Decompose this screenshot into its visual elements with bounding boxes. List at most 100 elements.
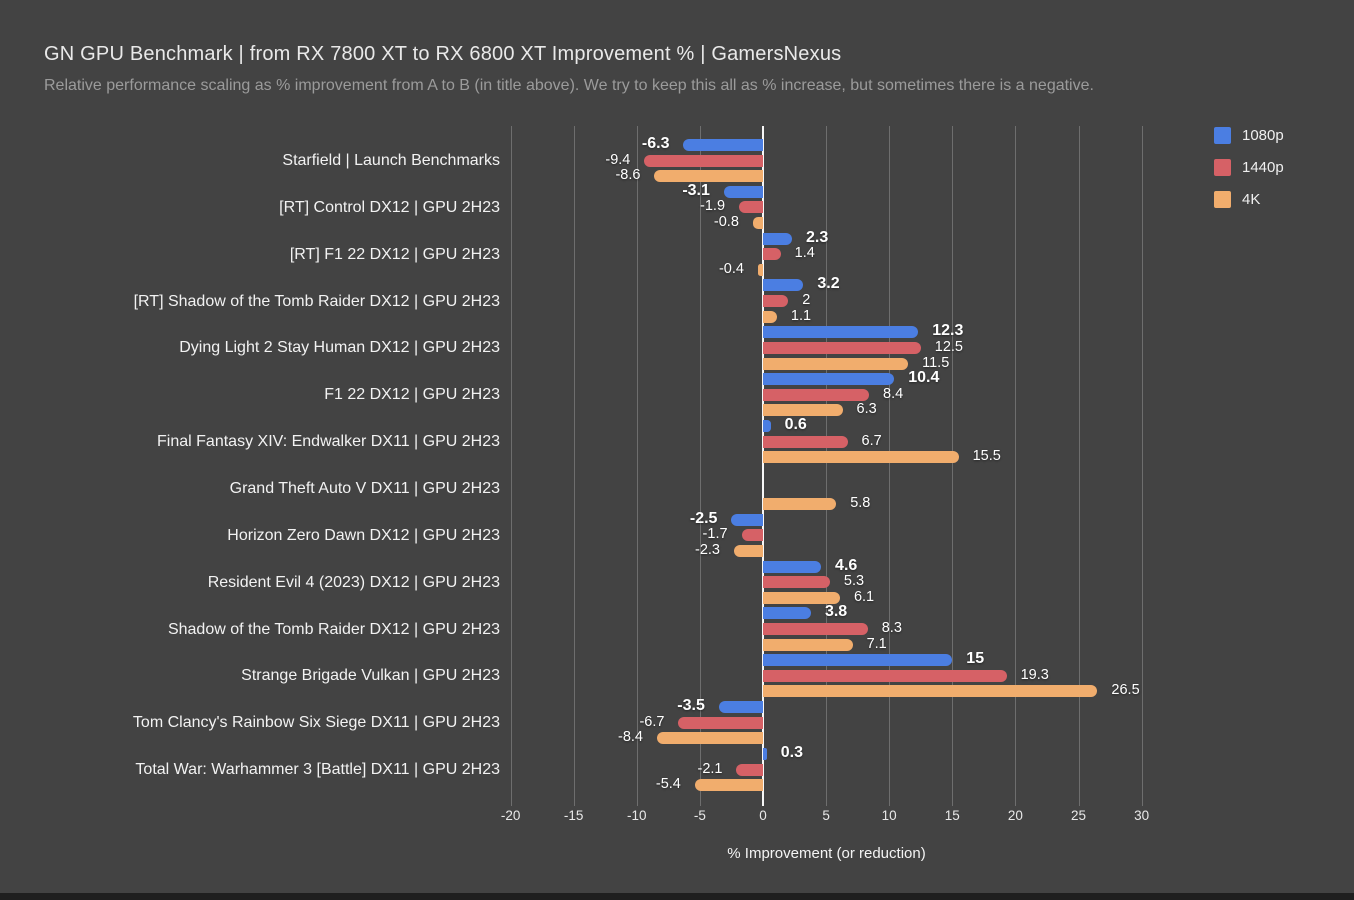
bar-value-label: -6.7: [639, 713, 665, 730]
bar-value-label: -0.8: [713, 213, 739, 230]
bar-4K: [752, 216, 763, 229]
bar-4K: [763, 685, 1098, 698]
bar-1080p: [718, 701, 763, 714]
category-label: Grand Theft Auto V DX11 | GPU 2H23: [229, 479, 500, 497]
x-axis-title: % Improvement (or reduction): [727, 845, 926, 862]
category-label: Dying Light 2 Stay Human DX12 | GPU 2H23: [179, 339, 500, 357]
bar-value-label: -3.1: [682, 181, 710, 199]
bar-4K: [763, 591, 840, 604]
bar-1080p: [763, 747, 767, 760]
category-label: Final Fantasy XIV: Endwalker DX11 | GPU …: [157, 433, 500, 451]
bar-1440p: [739, 201, 763, 214]
bar-1440p: [763, 576, 830, 589]
bar-value-label: -1.9: [700, 198, 726, 215]
gridline: [1079, 126, 1080, 806]
chart-subtitle: Relative performance scaling as % improv…: [44, 77, 1094, 94]
chart-title: GN GPU Benchmark | from RX 7800 XT to RX…: [44, 43, 842, 65]
bar-value-label: 3.8: [824, 603, 848, 621]
bar-4K: [763, 451, 959, 464]
category-label: Resident Evil 4 (2023) DX12 | GPU 2H23: [207, 573, 500, 591]
bar-value-label: 1.4: [794, 245, 815, 262]
gridline: [1142, 126, 1143, 806]
bar-value-label: 6.7: [861, 432, 882, 449]
gridline: [700, 126, 701, 806]
bar-4K: [763, 404, 843, 417]
bar-4K: [694, 779, 763, 792]
bar-value-label: 15: [966, 650, 985, 668]
bar-1440p: [763, 623, 868, 635]
bar-4K: [654, 170, 763, 183]
gridline: [826, 126, 827, 806]
gridline: [637, 126, 638, 806]
bar-value-label: -2.1: [697, 760, 723, 777]
bar-value-label: 0.6: [784, 416, 807, 433]
legend-swatch-icon: [1214, 191, 1231, 208]
bar-value-label: -6.3: [641, 134, 670, 152]
gridline: [889, 126, 890, 806]
bar-1440p: [763, 388, 869, 401]
bar-value-label: -1.7: [702, 526, 728, 543]
bottom-border-strip: [0, 893, 1354, 900]
bar-value-label: 8.3: [881, 620, 902, 636]
bar-value-label: 3.2: [817, 275, 840, 293]
category-label: [RT] F1 22 DX12 | GPU 2H23: [289, 245, 500, 263]
bar-1440p: [678, 716, 763, 729]
bar-value-label: 12.5: [934, 338, 963, 355]
bar-value-label: -0.4: [718, 260, 744, 277]
bar-value-label: 0.3: [780, 743, 804, 761]
bar-4K: [763, 310, 777, 323]
bar-1080p: [763, 607, 811, 620]
gridline: [952, 126, 953, 806]
legend-swatch-icon: [1214, 127, 1231, 144]
zero-baseline: [762, 126, 764, 806]
bar-value-label: -5.4: [655, 776, 681, 793]
x-tick-label: -20: [500, 808, 521, 823]
bar-value-label: 2: [802, 292, 811, 309]
bar-value-label: 7.1: [866, 635, 887, 652]
bar-4K: [757, 263, 763, 276]
legend-label: 4K: [1242, 191, 1261, 208]
bar-value-label: -8.6: [615, 167, 641, 184]
category-label: [RT] Control DX12 | GPU 2H23: [279, 198, 500, 216]
bar-value-label: 10.4: [908, 369, 940, 387]
bar-4K: [763, 638, 853, 651]
bar-value-label: -9.4: [605, 151, 631, 168]
bar-value-label: 8.4: [883, 385, 904, 402]
category-label: Horizon Zero Dawn DX12 | GPU 2H23: [227, 526, 500, 544]
bar-1440p: [763, 669, 1007, 682]
category-label: F1 22 DX12 | GPU 2H23: [324, 386, 500, 404]
bar-value-label: 5.8: [850, 495, 871, 512]
bar-value-label: 6.3: [856, 401, 877, 418]
x-tick-label: 25: [1070, 808, 1087, 823]
bar-value-label: 26.5: [1111, 682, 1140, 699]
bar-value-label: 15.5: [972, 448, 1001, 465]
bar-4K: [763, 357, 909, 370]
x-tick-label: -15: [563, 808, 584, 823]
category-label: Total War: Warhammer 3 [Battle] DX11 | G…: [135, 761, 500, 779]
bar-1440p: [763, 295, 789, 308]
bar-1080p: [723, 185, 763, 198]
x-tick-label: -5: [693, 808, 706, 823]
x-tick-label: -10: [627, 808, 647, 823]
bar-1440p: [763, 341, 921, 354]
bar-1080p: [763, 279, 804, 292]
category-label: Starfield | Launch Benchmarks: [282, 152, 500, 169]
bar-value-label: -2.5: [689, 509, 718, 527]
bar-value-label: 6.1: [853, 588, 875, 605]
category-label: Strange Brigade Vulkan | GPU 2H23: [241, 667, 500, 685]
bar-1080p: [763, 326, 919, 339]
bar-1080p: [763, 373, 895, 386]
gridline: [1015, 126, 1016, 806]
bar-1080p: [731, 513, 763, 526]
legend-label: 1440p: [1242, 159, 1284, 176]
category-label: [RT] Shadow of the Tomb Raider DX12 | GP…: [133, 292, 500, 310]
legend-label: 1080p: [1242, 127, 1284, 144]
bar-1080p: [763, 232, 793, 245]
bar-value-label: 19.3: [1020, 666, 1049, 683]
x-tick-label: 30: [1134, 808, 1150, 823]
bar-1440p: [763, 248, 781, 261]
bar-value-label: 2.3: [806, 228, 829, 246]
bar-value-label: 11.5: [922, 354, 950, 371]
x-tick-label: 20: [1007, 808, 1023, 823]
bar-4K: [733, 544, 763, 557]
